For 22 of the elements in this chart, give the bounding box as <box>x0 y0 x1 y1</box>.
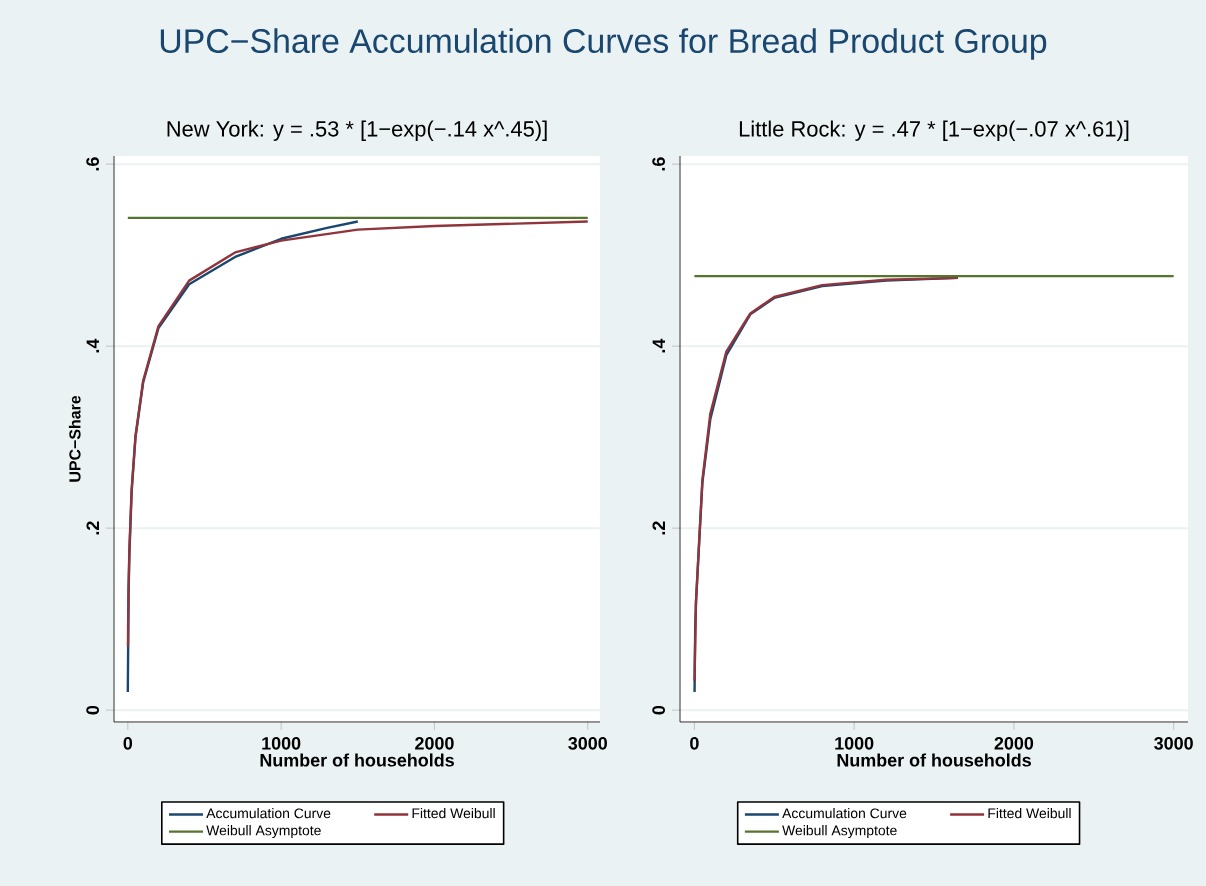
x-tick-label: 1000 <box>835 737 874 750</box>
chart-title: UPC−Share Accumulation Curves for Bread Product Group <box>160 28 1047 60</box>
x-tick-label: 1000 <box>262 737 301 750</box>
chart-subtitle: New York: y = .53 * [1−exp(−.14 x^.45)] <box>167 120 547 141</box>
y-tick-label: .6 <box>652 157 665 171</box>
chart-subtitle: Little Rock: y = .47 * [1−exp(−.07 x^.61)] <box>739 120 1129 141</box>
x-tick-label: 2000 <box>994 737 1034 750</box>
x-tick-label: 3000 <box>1154 737 1193 750</box>
x-tick-label: 0 <box>123 737 133 750</box>
x-tick-label: 3000 <box>568 737 607 750</box>
y-tick-label: 0 <box>652 705 665 715</box>
y-tick-label: .4 <box>652 338 665 353</box>
y-tick-label: .4 <box>86 338 99 353</box>
x-axis-title: Number of households <box>260 753 454 767</box>
x-axis-title: Number of households <box>837 753 1031 767</box>
y-tick-label: .2 <box>86 521 99 535</box>
x-tick-label: 0 <box>690 737 699 750</box>
y-tick-label: .2 <box>652 521 665 535</box>
y-tick-label: .6 <box>86 157 99 171</box>
x-tick-label: 2000 <box>415 737 454 750</box>
line-series <box>126 220 589 648</box>
y-tick-label: 0 <box>86 705 99 715</box>
